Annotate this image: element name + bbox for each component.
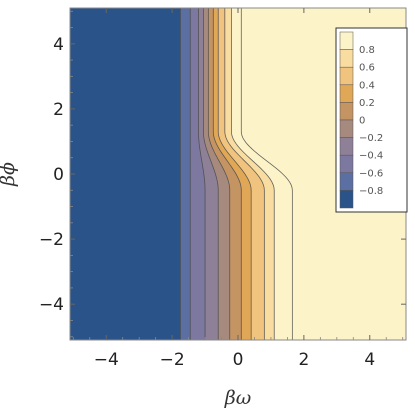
legend-label: −0.8 xyxy=(359,186,383,197)
legend-swatch xyxy=(339,84,354,103)
legend-swatch xyxy=(339,172,354,191)
y-axis-title: βϕ xyxy=(0,162,19,187)
legend-swatch xyxy=(339,31,354,50)
x-tick-label: −4 xyxy=(94,350,119,370)
legend-swatch xyxy=(339,137,354,156)
contour-line xyxy=(240,8,293,340)
legend-label: 0.6 xyxy=(359,63,375,74)
contour-line xyxy=(198,8,206,340)
legend-label: 0 xyxy=(359,116,365,127)
contour-line xyxy=(224,8,265,340)
legend-label: 0.4 xyxy=(359,80,375,91)
x-tick-label: 4 xyxy=(364,350,375,370)
y-tick-label: 2 xyxy=(53,100,64,120)
y-tick-label: 4 xyxy=(53,35,64,55)
contour-lines xyxy=(179,8,293,340)
x-tick-label: 0 xyxy=(233,350,244,370)
contour-line xyxy=(217,8,252,340)
x-axis: −4 −2 0 2 4 xyxy=(72,8,404,370)
legend-swatch xyxy=(339,102,354,121)
contour-line xyxy=(231,8,275,340)
y-tick-label: −4 xyxy=(39,295,64,315)
legend-label: −0.2 xyxy=(359,133,383,144)
x-axis-title: βω xyxy=(224,387,251,409)
contour-line xyxy=(207,8,231,340)
y-tick-label: 0 xyxy=(53,165,64,185)
contour-line xyxy=(212,8,242,340)
contour-line xyxy=(203,8,219,340)
legend-swatch xyxy=(339,190,354,209)
legend-label: 0.8 xyxy=(359,45,375,56)
legend-swatch xyxy=(339,66,354,86)
x-tick-label: −2 xyxy=(160,350,185,370)
legend-label: −0.4 xyxy=(359,151,383,162)
legend-swatch xyxy=(339,119,354,138)
legend-label: 0.2 xyxy=(359,98,375,109)
legend-label: −0.6 xyxy=(359,168,383,179)
color-legend: 0.8 0.6 0.4 0.2 0 −0.2 −0.4 −0.6 −0.8 xyxy=(335,27,408,213)
legend-swatch xyxy=(339,49,354,68)
y-tick-label: −2 xyxy=(39,230,64,250)
legend-swatch xyxy=(339,154,354,174)
x-tick-label: 2 xyxy=(298,350,309,370)
